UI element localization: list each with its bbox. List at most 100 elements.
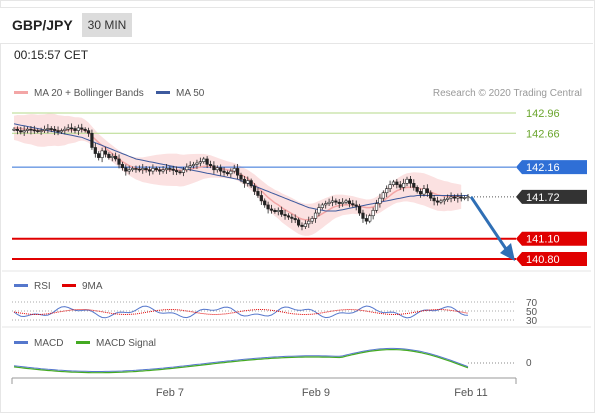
candle-body [137,168,141,171]
candle-body [134,168,138,170]
candle-body [252,185,257,192]
candle-body [273,210,277,212]
candle-body [449,196,453,199]
candle-body [12,128,16,131]
rsi-level-30: 30 [526,316,538,327]
rsi-level-50: 50 [526,307,538,318]
candle-body [59,130,64,133]
level-labels: 142.96 142.66 142.16 141.72 141.10 140.80 [516,108,587,266]
candle-body [391,181,396,185]
candle-body [320,204,324,208]
candle-body [239,174,243,180]
candle-body [86,130,91,134]
candle-body [130,168,135,171]
levels-layer [12,112,516,260]
ma50-legend-label: MA 50 [176,88,205,99]
level-label-142.96: 142.96 [526,108,560,120]
candle-body [39,130,43,132]
candle-body [327,201,331,204]
rsi-lines [12,301,516,321]
candle-body [76,127,80,131]
candle-body [246,180,250,184]
candle-body [198,161,202,164]
candle-body [73,128,77,131]
candle-body [374,203,379,211]
candle-body [53,128,57,131]
forecast-arrow-shaft [469,195,510,253]
candle-body [422,188,426,195]
candle-body [303,223,307,227]
candle-body [222,170,226,173]
candle-body [181,169,186,173]
candle-body [83,128,87,131]
candle-body [124,167,128,172]
candle-body [452,196,457,199]
level-label-141.10: 141.10 [526,234,560,246]
instrument-title: GBP/JPY [12,17,73,33]
candle-body [408,178,413,184]
candle-body [107,153,111,158]
candle-body [56,130,60,133]
rsi-line [13,305,469,319]
candle-body [466,196,470,199]
candle-body [69,127,74,130]
candle-body [266,204,270,210]
candle-body [442,199,446,202]
level-tag-140.80 [516,252,587,266]
candle-body [208,164,213,167]
candle-body [310,218,314,222]
candle-body [286,215,291,218]
macd-legend-label: MACD [34,338,63,349]
candle-body [418,191,423,195]
ma20-legend-label: MA 20 + Bollinger Bands [34,88,144,99]
timeframe-badge[interactable]: 30 MIN [82,13,132,37]
candle-body [347,200,352,204]
candle-body [368,215,372,222]
candle-body [168,168,172,170]
candle-body [32,129,36,132]
candle-body [164,168,169,171]
ma50-legend-swatch [156,91,170,94]
candle-body [195,162,199,165]
candles [12,123,470,231]
candle-body [120,164,125,169]
candle-body [432,197,436,202]
macd-signal-legend-label: MACD Signal [96,338,156,349]
candle-body [202,158,206,162]
candle-body [385,188,389,194]
candle-body [141,168,145,171]
candle-body [412,182,416,188]
candle-body [357,205,362,214]
candle-body [110,155,114,158]
candle-body [446,197,450,200]
candle-body [293,218,297,221]
candle-body [354,204,358,207]
macd-legend-swatch [14,341,28,344]
candle-body [19,130,23,133]
candle-body [42,128,47,131]
macd-lines [13,347,516,374]
candle-body [378,197,382,204]
candle-body [324,203,328,206]
level-label-142.66: 142.66 [526,128,560,140]
candle-body [263,200,267,206]
x-tick-feb9: Feb 9 [302,387,330,399]
timestamp: 00:15:57 CET [14,48,89,62]
candle-body [381,192,385,199]
candle-body [337,201,341,204]
candle-body [296,219,301,226]
candle-body [15,128,19,131]
candle-body [402,182,406,188]
candle-body [205,158,209,165]
candle-body [22,130,26,133]
candle-body [300,224,304,227]
candle-body [97,153,101,158]
candle-body [103,150,108,155]
rsi-ma-line [13,308,469,316]
candle-body [283,214,287,217]
candle-body [144,168,148,171]
candle-body [313,212,318,219]
candle-body [215,167,219,171]
candle-body [364,218,368,222]
